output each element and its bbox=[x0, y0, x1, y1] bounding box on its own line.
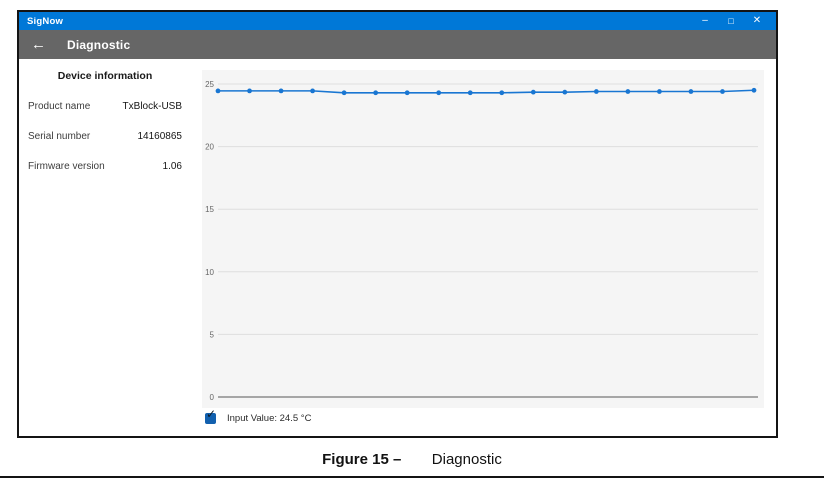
maximize-icon[interactable]: □ bbox=[728, 16, 734, 26]
chart-section: 25 20 15 10 5 0 ✓ Input Value: 24.5 °C bbox=[202, 59, 764, 436]
svg-text:5: 5 bbox=[210, 330, 215, 339]
app-header: ← Diagnostic bbox=[19, 30, 776, 59]
svg-text:20: 20 bbox=[205, 143, 214, 152]
close-icon[interactable]: ✕ bbox=[752, 15, 762, 26]
figure-caption: Figure 15 – Diagnostic bbox=[0, 451, 824, 469]
device-row-firmware-version: Firmware version 1.06 bbox=[28, 161, 182, 172]
chart-legend: ✓ Input Value: 24.5 °C bbox=[202, 408, 764, 424]
firmware-version-value: 1.06 bbox=[162, 161, 182, 172]
input-value-checkbox[interactable]: ✓ bbox=[205, 408, 216, 424]
figure-number: Figure 15 – bbox=[322, 451, 402, 468]
svg-text:10: 10 bbox=[205, 268, 214, 277]
device-info-panel: Device information Product name TxBlock-… bbox=[19, 59, 202, 436]
svg-text:0: 0 bbox=[210, 393, 215, 402]
firmware-version-label: Firmware version bbox=[28, 161, 105, 172]
legend-label: Input Value: 24.5 °C bbox=[227, 413, 312, 424]
checkmark-icon: ✓ bbox=[206, 407, 217, 421]
figure-title: Diagnostic bbox=[431, 451, 502, 468]
back-arrow-icon[interactable]: ← bbox=[31, 36, 46, 53]
page-divider bbox=[0, 476, 824, 478]
window-titlebar: SigNow – □ ✕ bbox=[19, 12, 776, 30]
app-window: SigNow – □ ✕ ← Diagnostic Device informa… bbox=[17, 10, 778, 438]
serial-number-label: Serial number bbox=[28, 131, 91, 142]
page-title: Diagnostic bbox=[67, 37, 131, 52]
product-name-value: TxBlock-USB bbox=[122, 101, 182, 112]
product-name-label: Product name bbox=[28, 101, 91, 112]
device-info-heading: Device information bbox=[57, 70, 153, 82]
device-row-product-name: Product name TxBlock-USB bbox=[28, 101, 182, 112]
serial-number-value: 14160865 bbox=[137, 131, 183, 142]
minimize-icon[interactable]: – bbox=[702, 15, 708, 26]
main-content: Device information Product name TxBlock-… bbox=[19, 59, 776, 436]
device-row-serial-number: Serial number 14160865 bbox=[28, 131, 182, 142]
diagnostic-line-chart: 25 20 15 10 5 0 bbox=[202, 70, 764, 408]
window-title: SigNow bbox=[27, 15, 64, 27]
svg-text:25: 25 bbox=[205, 80, 214, 89]
svg-text:15: 15 bbox=[205, 205, 214, 214]
window-controls: – □ ✕ bbox=[692, 12, 770, 30]
